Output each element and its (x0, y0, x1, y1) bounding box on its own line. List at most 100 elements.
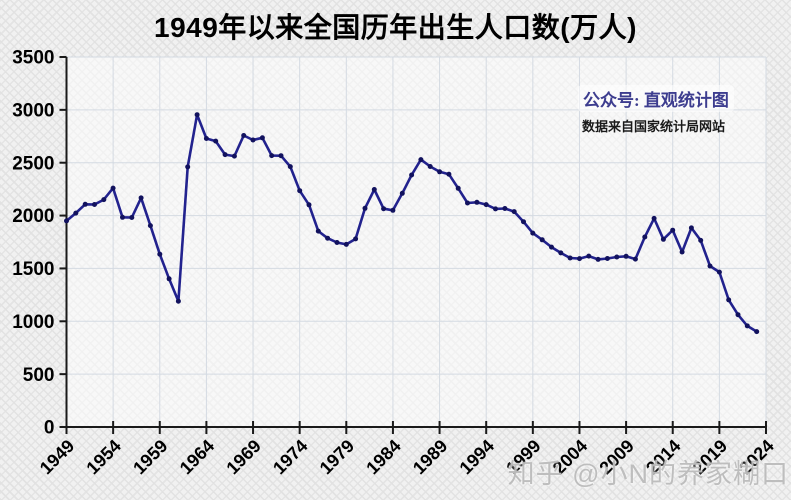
data-point-1995 (493, 206, 498, 212)
data-point-2011 (642, 234, 648, 240)
data-point-1976 (315, 228, 321, 234)
data-point-1994 (483, 202, 489, 208)
data-point-2018 (707, 263, 713, 269)
data-point-1964 (203, 136, 209, 141)
data-point-2016 (688, 225, 694, 231)
data-point-2004 (577, 256, 582, 262)
data-point-1969 (250, 137, 256, 143)
data-point-2020 (726, 297, 732, 303)
data-point-2007 (604, 256, 610, 261)
data-point-1985 (399, 190, 405, 196)
data-point-1955 (120, 214, 125, 220)
data-point-1998 (521, 219, 526, 225)
data-point-2022 (744, 323, 750, 329)
data-point-1959 (157, 251, 163, 257)
data-point-1956 (129, 215, 135, 220)
data-point-1967 (231, 153, 237, 159)
x-tick-label-1974: 1974 (269, 436, 311, 478)
data-point-1960 (166, 276, 172, 282)
data-point-1970 (259, 135, 265, 141)
y-tick-label-500: 500 (23, 365, 55, 386)
data-point-1990 (446, 171, 452, 177)
data-point-2015 (679, 249, 685, 255)
data-point-1952 (92, 202, 97, 207)
data-point-1975 (306, 202, 312, 208)
data-point-1950 (73, 210, 79, 216)
data-point-1977 (325, 235, 331, 241)
data-point-2014 (670, 227, 676, 233)
y-tick-label-0: 0 (44, 418, 55, 439)
source-annotation: 公众号: 直观统计图 数据来自国家统计局网站 (578, 85, 734, 135)
data-point-1963 (194, 112, 200, 118)
data-point-1971 (269, 153, 275, 159)
y-tick-label-3000: 3000 (12, 101, 54, 122)
data-point-1982 (371, 187, 377, 192)
data-point-1979 (343, 241, 349, 247)
data-point-1996 (502, 206, 508, 211)
data-point-1993 (474, 199, 480, 205)
y-tick-label-1000: 1000 (12, 312, 54, 333)
data-point-1997 (511, 209, 517, 215)
data-point-2001 (549, 244, 554, 250)
data-point-1954 (110, 185, 116, 191)
data-point-1986 (409, 172, 415, 178)
data-point-1951 (82, 201, 88, 207)
x-tick-label-1984: 1984 (362, 436, 404, 478)
y-tick-label-2500: 2500 (12, 153, 54, 174)
data-point-2013 (660, 236, 666, 242)
data-point-1962 (185, 164, 191, 170)
wechat-account-label: 公众号: 直观统计图 (578, 85, 734, 112)
data-point-1949 (64, 218, 69, 224)
data-point-1978 (334, 240, 340, 245)
data-point-1983 (381, 206, 387, 212)
data-point-2012 (651, 215, 657, 221)
data-point-1974 (297, 188, 303, 194)
data-point-2005 (586, 253, 592, 259)
x-tick-label-1954: 1954 (83, 436, 125, 478)
data-point-1958 (147, 223, 153, 229)
data-point-1972 (278, 153, 284, 159)
x-tick-label-1969: 1969 (222, 436, 264, 478)
y-tick-label-2000: 2000 (12, 206, 54, 227)
x-tick-label-1959: 1959 (129, 436, 171, 478)
x-tick-label-1979: 1979 (316, 436, 358, 478)
data-point-2017 (698, 237, 704, 243)
data-point-1953 (101, 197, 107, 203)
data-point-1989 (437, 169, 443, 175)
data-point-2003 (567, 255, 573, 261)
data-point-1966 (222, 152, 228, 158)
data-point-2010 (632, 256, 638, 262)
data-point-1984 (390, 207, 396, 213)
data-point-2021 (735, 312, 741, 318)
data-point-2008 (614, 254, 620, 260)
data-source-label: 数据来自国家统计局网站 (582, 119, 726, 134)
data-point-1981 (362, 205, 368, 211)
data-point-2009 (623, 253, 629, 259)
data-point-1991 (455, 185, 461, 191)
y-tick-label-3500: 3500 (12, 48, 54, 69)
x-tick-label-1989: 1989 (409, 436, 451, 478)
y-tick-label-1500: 1500 (12, 259, 54, 280)
data-point-1968 (241, 133, 247, 138)
data-point-2006 (595, 256, 601, 262)
data-point-1957 (138, 195, 144, 201)
x-tick-label-1964: 1964 (176, 436, 218, 478)
zhihu-watermark: 知乎 @小N的养家糊口 (507, 459, 789, 489)
data-point-1973 (287, 164, 293, 170)
x-tick-label-1949: 1949 (36, 436, 78, 478)
x-tick-label-1994: 1994 (456, 436, 498, 478)
data-point-1988 (427, 164, 433, 169)
data-point-1961 (175, 298, 181, 304)
data-point-1965 (213, 138, 219, 144)
data-point-2000 (539, 237, 545, 243)
data-point-1992 (465, 200, 470, 206)
data-point-1987 (418, 157, 424, 163)
data-point-2002 (558, 250, 564, 256)
data-point-1980 (353, 236, 359, 242)
data-point-1999 (530, 230, 536, 236)
data-point-2023 (754, 329, 760, 335)
data-point-2019 (716, 269, 722, 275)
chart-title: 1949年以来全国历年出生人口数(万人) (154, 12, 637, 43)
